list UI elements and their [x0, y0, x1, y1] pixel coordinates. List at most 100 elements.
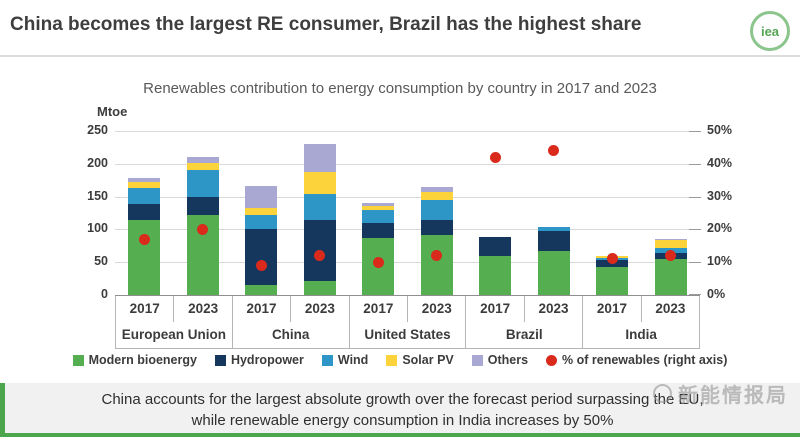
bar-segment-solar-pv	[303, 172, 336, 194]
x-axis-year-label: 2017	[116, 296, 175, 322]
left-axis-tick-label: 200	[87, 155, 108, 170]
stacked-bar	[362, 131, 395, 295]
bar-segment-solar-pv	[654, 239, 687, 248]
x-axis-year-label: 2023	[525, 296, 584, 322]
chart-title: Renewables contribution to energy consum…	[143, 80, 657, 97]
watermark-text: 新能情报局	[678, 385, 788, 407]
x-axis-year-label: 2023	[408, 296, 467, 322]
x-axis-year-label: 2017	[233, 296, 292, 322]
stacked-bar	[479, 131, 512, 295]
legend-square-icon	[471, 354, 483, 366]
renewables-share-dot	[548, 145, 560, 157]
renewables-share-dot	[255, 259, 267, 271]
bar-segment-hydropower	[537, 230, 570, 252]
renewables-share-dot	[314, 250, 326, 262]
y-axis-unit-label: Mtoe	[97, 104, 128, 119]
right-axis-tick-label: 50%	[707, 123, 733, 137]
header-divider	[0, 55, 800, 57]
bar-segment-others	[245, 186, 278, 209]
iea-logo-text: iea	[760, 23, 780, 39]
bar-segment-modern-bioenergy	[245, 285, 278, 295]
bottom-accent-strip	[0, 433, 800, 437]
renewables-share-dot	[138, 233, 150, 245]
right-axis-tick-label: 10%	[707, 254, 733, 269]
bar-segment-modern-bioenergy	[128, 220, 161, 295]
x-axis-group-label: China	[233, 322, 350, 348]
plot-area	[115, 131, 701, 296]
x-axis-year-label: 2023	[291, 296, 350, 322]
bar-segment-others	[362, 202, 395, 206]
bar-segment-hydropower	[362, 222, 395, 238]
stacked-bar	[596, 131, 629, 295]
stacked-bar	[186, 131, 219, 295]
x-axis-year-label: 2023	[174, 296, 233, 322]
page-title: China becomes the largest RE consumer, B…	[10, 14, 642, 35]
renewables-share-dot	[372, 256, 384, 268]
legend-label: Modern bioenergy	[88, 353, 197, 367]
gridline	[115, 163, 700, 165]
legend-item: Others	[471, 353, 529, 367]
bar-segment-wind	[186, 170, 219, 198]
x-axis-group-label: European Union	[116, 322, 233, 348]
bar-segment-hydropower	[479, 237, 512, 257]
legend-label: Hydropower	[230, 353, 304, 367]
left-axis-tick-label: 250	[87, 123, 108, 137]
stacked-bar	[303, 131, 336, 295]
bar-segment-hydropower	[420, 220, 453, 235]
renewables-share-dot	[197, 223, 209, 235]
right-axis-tick	[689, 294, 701, 295]
bar-segment-modern-bioenergy	[479, 256, 512, 295]
right-axis-tick	[689, 131, 701, 132]
bar-segment-solar-pv	[186, 163, 219, 171]
gridline	[115, 196, 700, 198]
left-axis-labels: 250 200 150 100 50 0	[56, 123, 108, 301]
x-axis-group-label: United States	[350, 322, 467, 348]
right-axis-tick-label: 0%	[707, 287, 726, 301]
x-axis-group-label: India	[583, 322, 700, 348]
stacked-bar	[537, 131, 570, 295]
left-axis-tick-label: 100	[87, 221, 108, 236]
stacked-bar	[420, 131, 453, 295]
x-axis-year-row: 2017 2023 2017 2023 2017 2023 2017 2023 2017 2023	[115, 296, 701, 322]
bar-segment-wind	[420, 199, 453, 221]
stacked-bar	[654, 131, 687, 295]
bar-segment-modern-bioenergy	[654, 258, 687, 295]
x-axis-year-label: 2017	[466, 296, 525, 322]
bar-segment-solar-pv	[245, 208, 278, 215]
legend-label: % of renewables (right axis)	[562, 353, 728, 367]
left-axis-tick-label: 150	[87, 188, 108, 203]
gridline	[115, 262, 700, 264]
x-axis-year-label: 2017	[350, 296, 409, 322]
chart-legend: Modern bioenergy Hydropower Wind Solar PV Ot…	[0, 353, 800, 367]
bar-segment-modern-bioenergy	[537, 251, 570, 295]
bar-segment-wind	[303, 194, 336, 221]
legend-circle-icon	[546, 354, 558, 366]
bar-segment-solar-pv	[128, 181, 161, 189]
right-axis-labels: 50% 40% 30% 20% 10% 0%	[707, 123, 757, 301]
bar-segment-hydropower	[186, 197, 219, 215]
legend-item: Solar PV	[386, 353, 454, 367]
right-axis-tick-label: 30%	[707, 188, 733, 203]
legend-label: Wind	[337, 353, 369, 367]
legend-item: Modern bioenergy	[72, 353, 197, 367]
legend-item: Wind	[321, 353, 369, 367]
renewables-share-dot	[431, 250, 443, 262]
watermark-logo-icon	[653, 384, 672, 403]
x-axis-group-row: European Union China United States Brazil In…	[115, 322, 700, 349]
gridline	[115, 131, 700, 132]
bar-segment-wind	[245, 215, 278, 230]
caption-line-1: China accounts for the largest absolute …	[101, 391, 704, 408]
legend-item: % of renewables (right axis)	[546, 353, 727, 367]
renewables-share-dot	[489, 151, 501, 163]
bar-segment-others	[186, 156, 219, 164]
bar-segment-wind	[362, 209, 395, 223]
legend-label: Others	[487, 353, 529, 367]
x-axis-year-label: 2017	[583, 296, 642, 322]
bar-segment-modern-bioenergy	[596, 266, 629, 295]
bar-segment-solar-pv	[420, 192, 453, 200]
legend-square-icon	[214, 354, 226, 366]
stacked-bar	[128, 131, 161, 295]
right-axis-tick	[689, 262, 701, 264]
bar-segment-hydropower	[245, 229, 278, 286]
